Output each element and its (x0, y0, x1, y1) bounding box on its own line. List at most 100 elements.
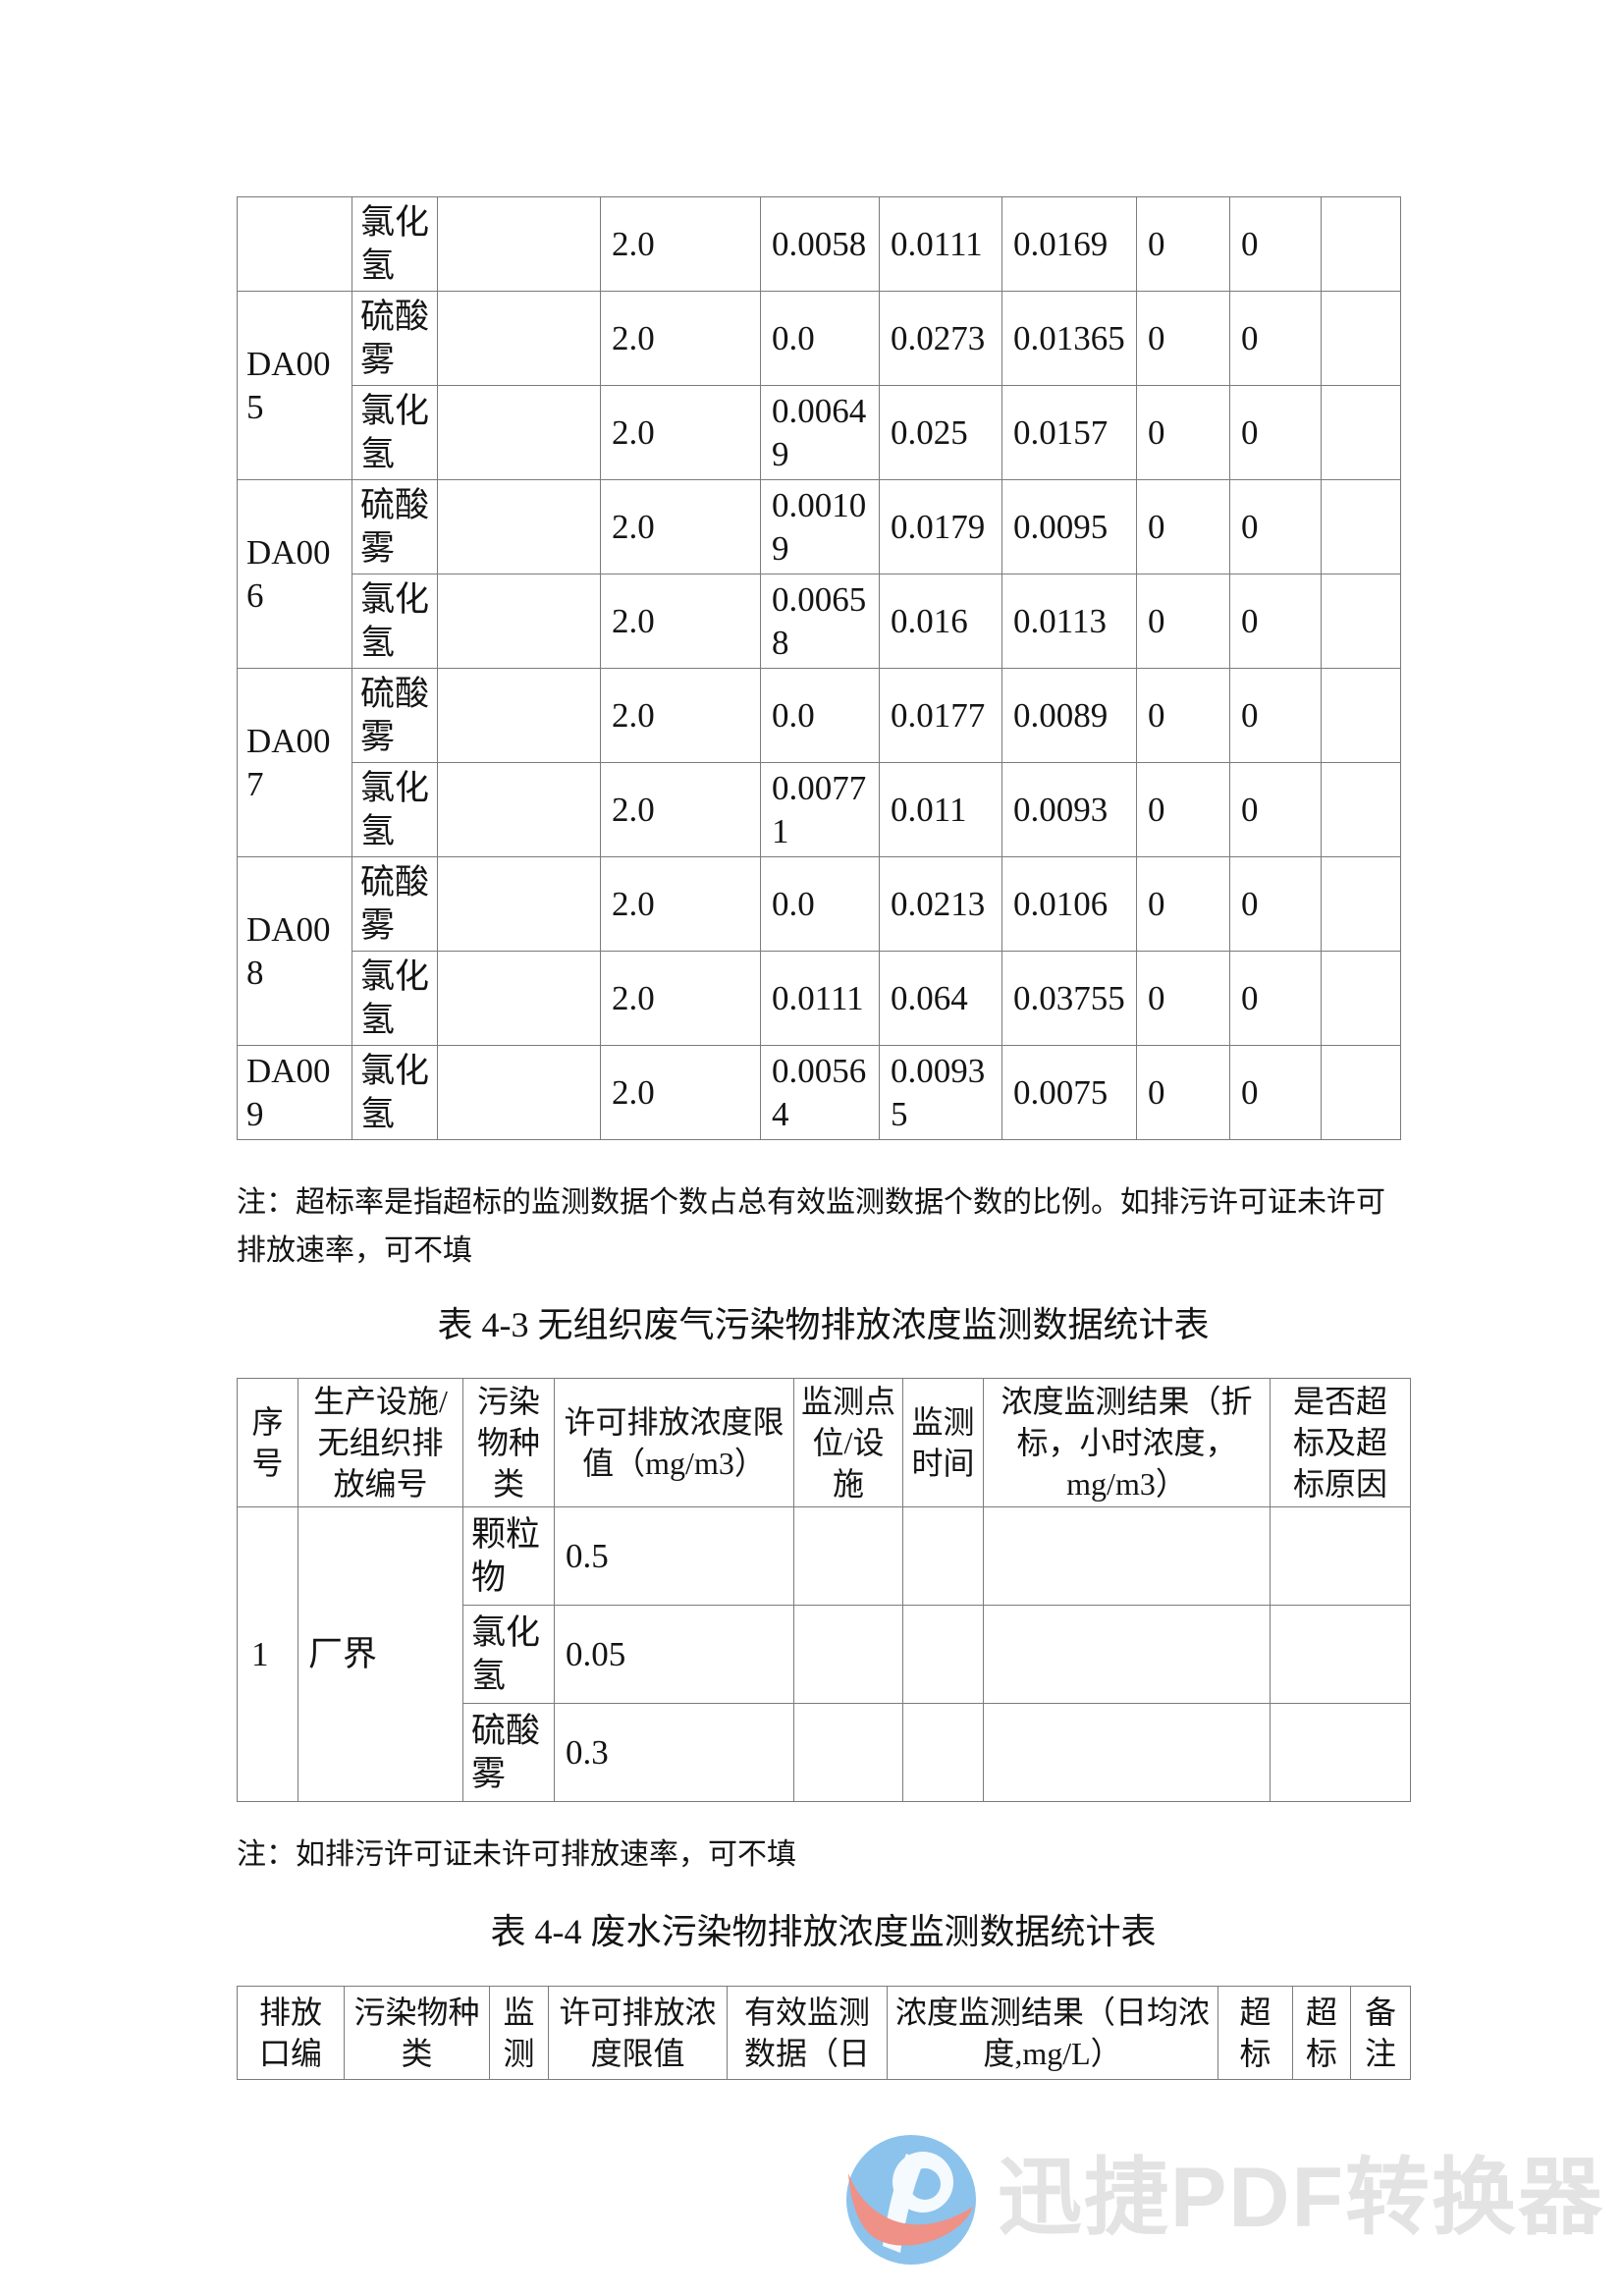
header-result: 浓度监测结果（日均浓 度,mg/L） (887, 1986, 1218, 2080)
max-value-cell: 0.0179 (879, 479, 1002, 574)
avg-value-cell: 0.0169 (1001, 196, 1137, 292)
facility-cell: 厂界 (298, 1506, 463, 1802)
exceed-count-cell: 0 (1136, 385, 1230, 480)
monitor-point-cell (437, 951, 601, 1046)
limit-cell: 0.5 (554, 1506, 794, 1606)
header-limit: 许可排放浓 度限值 (548, 1986, 728, 2080)
note-exceed-rate: 注：超标率是指超标的监测数据个数占总有效监测数据个数的比例。如排污许可证未许可 … (237, 1186, 1385, 1267)
monitor-point-cell (793, 1703, 903, 1802)
avg-value-cell: 0.0113 (1001, 574, 1137, 669)
remark-cell (1321, 668, 1401, 763)
note-permit: 注：如排污许可证未许可排放速率，可不填 (237, 1838, 796, 1871)
header-row: 序 号 生产设施/ 无组织排 放编号 污染 物种 类 许可排放浓度限 值（mg/… (237, 1378, 1411, 1507)
monitor-point-cell (437, 668, 601, 763)
header-point: 监测点 位/设 施 (793, 1378, 903, 1507)
monitor-point-cell (437, 385, 601, 480)
exceed-count-cell: 0 (1136, 668, 1230, 763)
outlet-code-cell: DA005 (237, 291, 352, 480)
monitor-point-cell (793, 1605, 903, 1704)
min-value-cell: 0.00771 (760, 762, 880, 857)
exceed-count-cell: 0 (1136, 1045, 1230, 1140)
header-pollutant: 污染物种 类 (344, 1986, 490, 2080)
exceed-count-cell: 0 (1136, 951, 1230, 1046)
monitor-point-cell (437, 479, 601, 574)
min-value-cell: 0.0111 (760, 951, 880, 1046)
max-value-cell: 0.0111 (879, 196, 1002, 292)
min-value-cell: 0.00564 (760, 1045, 880, 1140)
header-outlet: 排放 口编 (237, 1986, 345, 2080)
remark-cell (1321, 1045, 1401, 1140)
max-value-cell: 0.0177 (879, 668, 1002, 763)
header-monitor: 监 测 (489, 1986, 549, 2080)
remark-cell (1321, 196, 1401, 292)
pollutant-cell: 硫酸 雾 (462, 1703, 555, 1802)
pdf-converter-logo-icon (846, 2135, 976, 2265)
remark-cell (1321, 385, 1401, 480)
header-limit: 许可排放浓度限 值（mg/m3） (554, 1378, 794, 1507)
avg-value-cell: 0.0089 (1001, 668, 1137, 763)
monitor-point-cell (437, 762, 601, 857)
header-exceed-1: 超 标 (1217, 1986, 1293, 2080)
min-value-cell: 0.0058 (760, 196, 880, 292)
exceed-rate-cell: 0 (1229, 1045, 1322, 1140)
header-pollutant: 污染 物种 类 (462, 1378, 555, 1507)
monitor-point-cell (437, 856, 601, 952)
limit-cell: 2.0 (600, 291, 761, 386)
max-value-cell: 0.016 (879, 574, 1002, 669)
table-row: 硫酸 雾 0.3 (238, 1703, 1411, 1802)
pollutant-cell: 氯化 氢 (352, 574, 438, 669)
exceed-count-cell: 0 (1136, 856, 1230, 952)
table-4-3-title: 表 4-3 无组织废气污染物排放浓度监测数据统计表 (437, 1305, 1210, 1344)
result-cell (983, 1703, 1271, 1802)
header-result: 浓度监测结果（折 标，小时浓度， mg/m3） (983, 1378, 1271, 1507)
limit-cell: 2.0 (600, 479, 761, 574)
limit-cell: 0.3 (554, 1703, 794, 1802)
limit-cell: 2.0 (600, 856, 761, 952)
remark-cell (1321, 479, 1401, 574)
remark-cell (1321, 856, 1401, 952)
monitor-time-cell (902, 1605, 984, 1704)
remark-cell (1321, 291, 1401, 386)
limit-cell: 2.0 (600, 762, 761, 857)
pollutant-cell: 硫酸 雾 (352, 856, 438, 952)
limit-cell: 2.0 (600, 668, 761, 763)
min-value-cell: 0.00649 (760, 385, 880, 480)
min-value-cell: 0.0 (760, 668, 880, 763)
pollutant-cell: 硫酸 雾 (352, 479, 438, 574)
exceed-count-cell: 0 (1136, 574, 1230, 669)
exceed-count-cell: 0 (1136, 196, 1230, 292)
table-row: DA008 硫酸 雾 2.0 0.0 0.0213 0.0106 0 0 (237, 856, 1401, 1046)
limit-cell: 2.0 (600, 385, 761, 480)
outlet-code-cell: DA009 (237, 1045, 352, 1140)
table-4-4-title: 表 4-4 废水污染物排放浓度监测数据统计表 (490, 1912, 1157, 1951)
avg-value-cell: 0.0095 (1001, 479, 1137, 574)
header-exceed-2: 超 标 (1292, 1986, 1351, 2080)
exceed-cell (1270, 1703, 1411, 1802)
exceed-rate-cell: 0 (1229, 574, 1322, 669)
header-time: 监测 时间 (902, 1378, 984, 1507)
avg-value-cell: 0.0157 (1001, 385, 1137, 480)
pollutant-cell: 氯化 氢 (352, 1045, 438, 1140)
fugitive-emission-table: 序 号 生产设施/ 无组织排 放编号 污染 物种 类 许可排放浓度限 值（mg/… (237, 1378, 1411, 1802)
pollutant-cell: 硫酸 雾 (352, 291, 438, 386)
table-row: 氯化 氢 2.0 0.0111 0.064 0.03755 0 0 (238, 951, 1401, 1046)
exceed-count-cell: 0 (1136, 291, 1230, 386)
limit-cell: 2.0 (600, 196, 761, 292)
min-value-cell: 0.00658 (760, 574, 880, 669)
exceed-cell (1270, 1605, 1411, 1704)
header-remark: 备 注 (1350, 1986, 1411, 2080)
result-cell (983, 1605, 1271, 1704)
monitor-point-cell (437, 574, 601, 669)
monitor-point-cell (793, 1506, 903, 1606)
avg-value-cell: 0.0106 (1001, 856, 1137, 952)
avg-value-cell: 0.0075 (1001, 1045, 1137, 1140)
remark-cell (1321, 951, 1401, 1046)
header-row: 排放 口编 污染物种 类 监 测 许可排放浓 度限值 有效监测 数据（日 浓度监… (237, 1986, 1411, 2080)
outlet-code-cell: DA007 (237, 668, 352, 857)
outlet-code-cell (237, 196, 352, 292)
max-value-cell: 0.0273 (879, 291, 1002, 386)
exceed-rate-cell: 0 (1229, 951, 1322, 1046)
pollutant-cell: 颗粒 物 (462, 1506, 555, 1606)
limit-cell: 2.0 (600, 951, 761, 1046)
